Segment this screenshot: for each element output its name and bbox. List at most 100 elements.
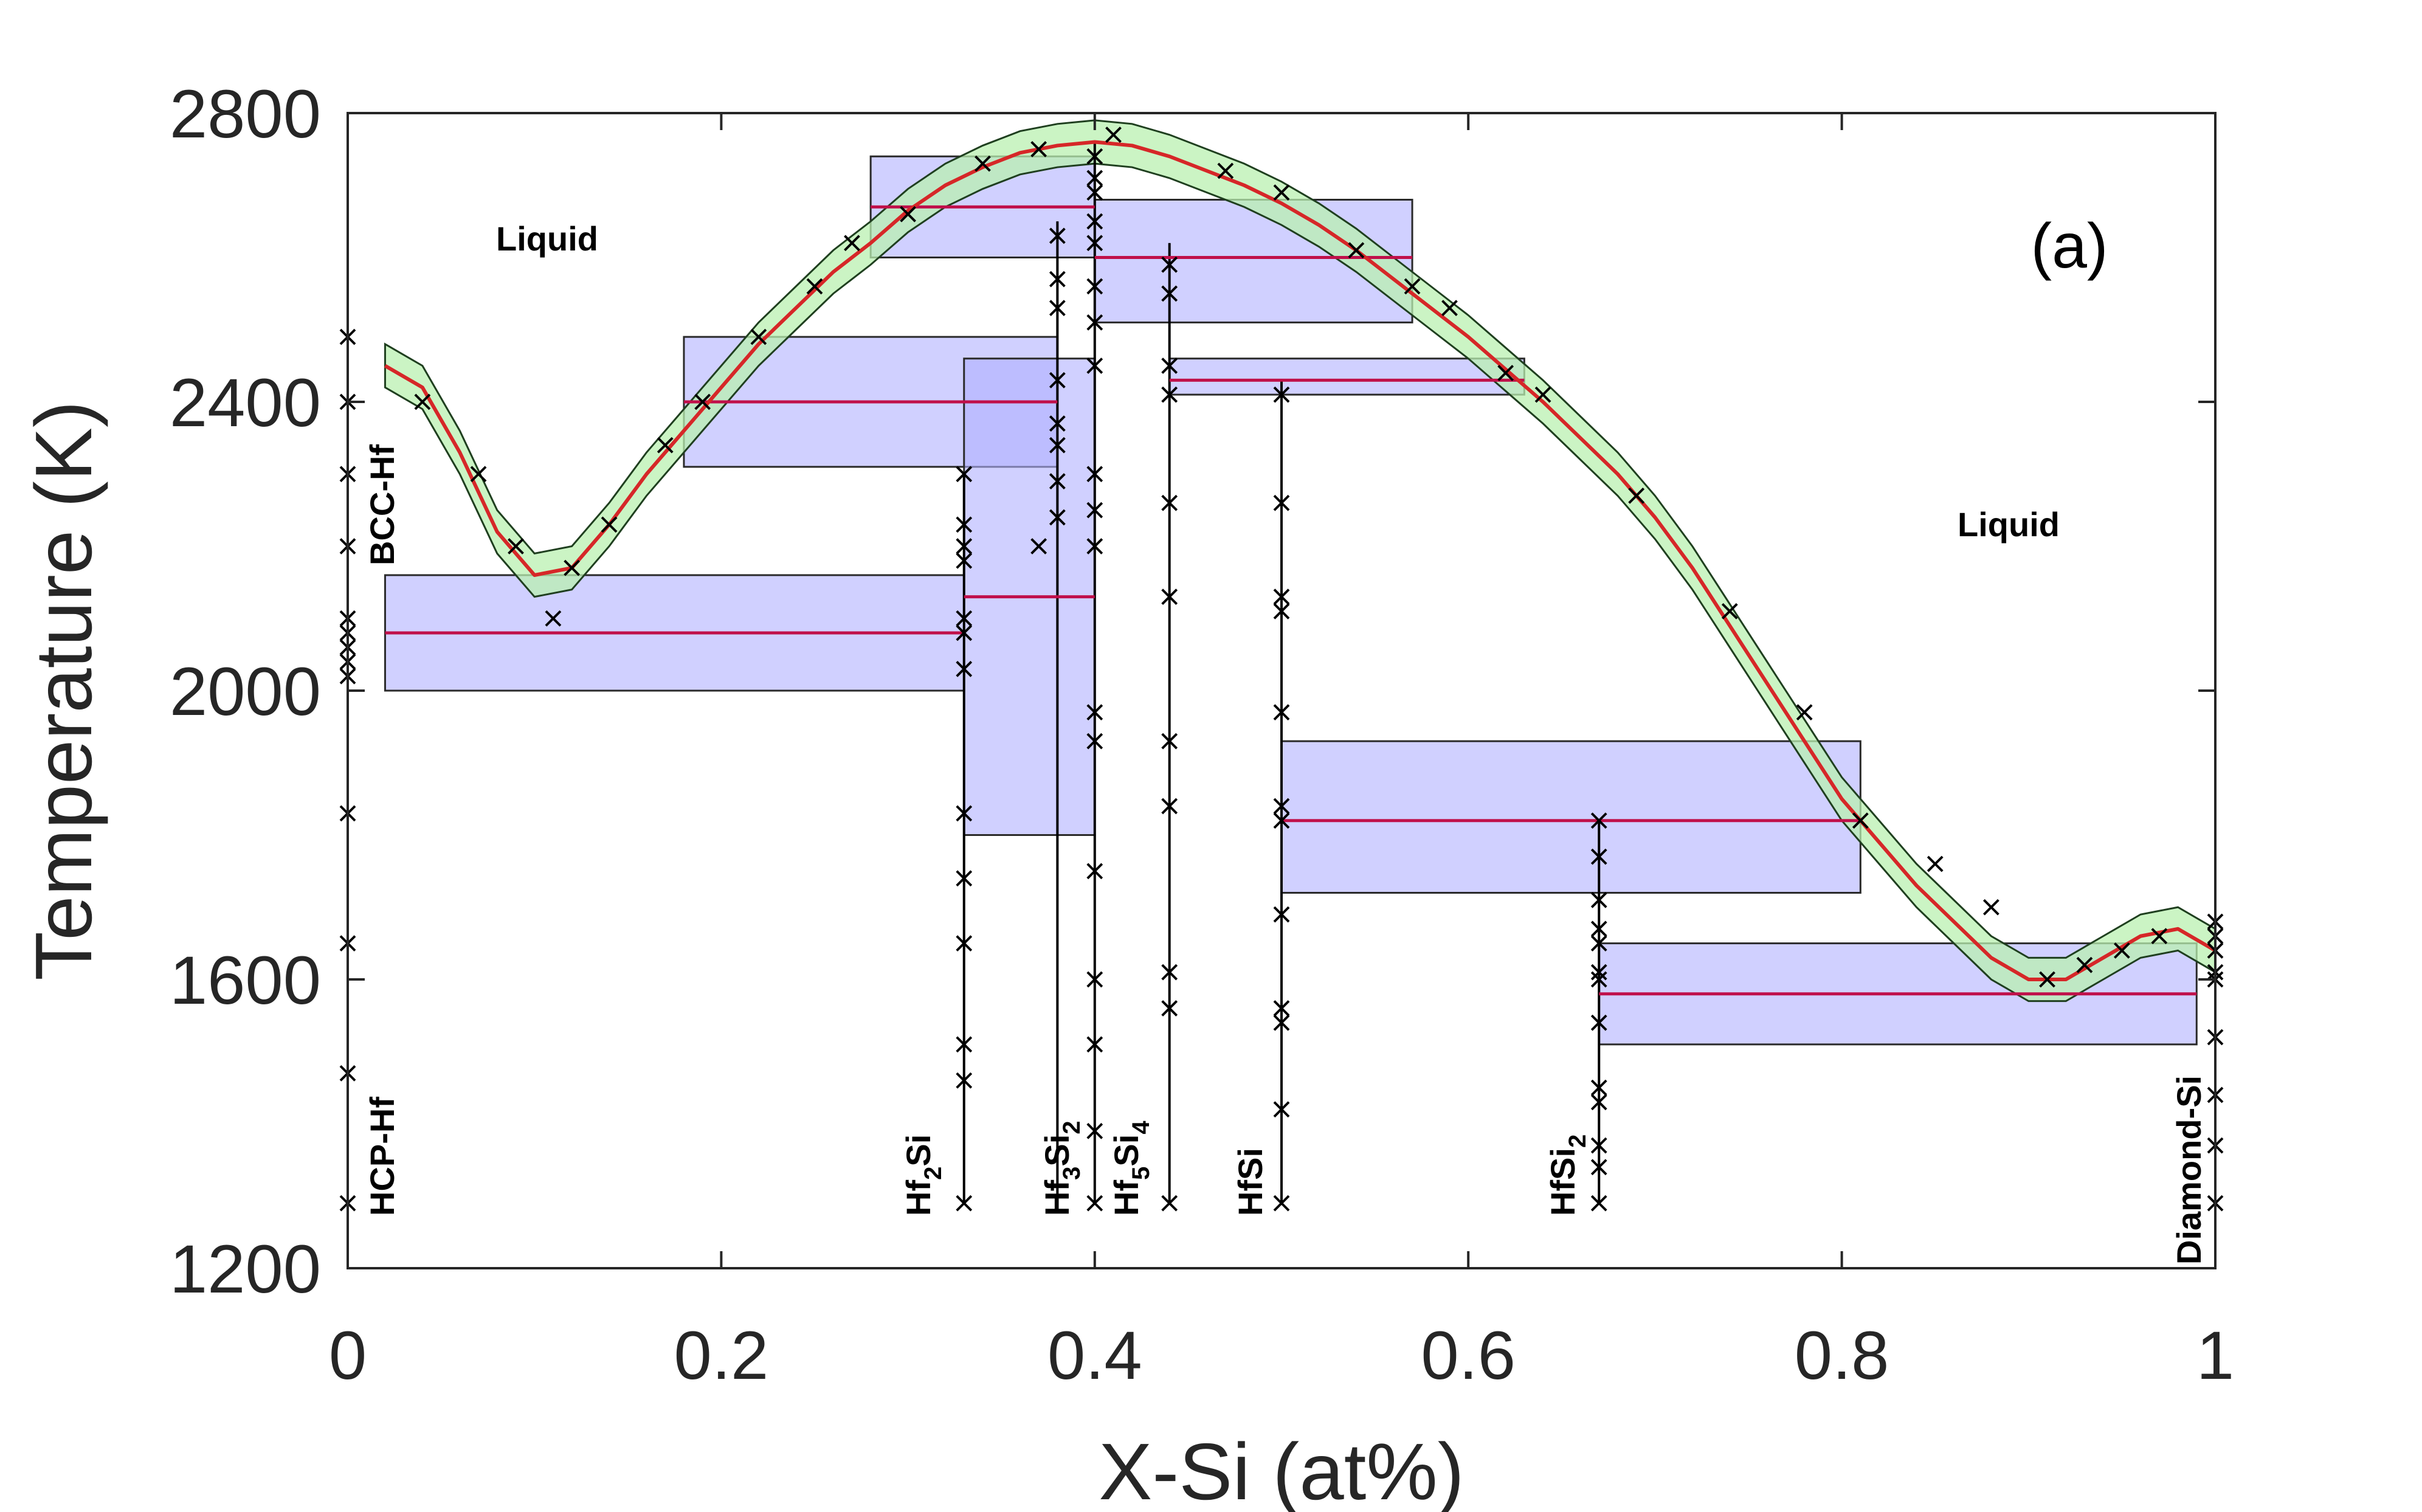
experimental-point <box>1086 184 1103 201</box>
experimental-point <box>1273 798 1290 815</box>
hfsi2-subscript: 2 <box>1564 1134 1591 1148</box>
experimental-point <box>508 538 524 554</box>
experimental-point <box>1161 733 1178 750</box>
experimental-point <box>956 1195 973 1212</box>
experimental-point <box>1161 1000 1178 1017</box>
experimental-point <box>1796 704 1813 721</box>
experimental-point <box>1086 971 1103 988</box>
experimental-point <box>1273 184 1290 201</box>
hf2si-base: Hf <box>899 1180 937 1216</box>
experimental-point <box>1273 589 1290 606</box>
x-tick-label: 0.8 <box>1795 1317 1889 1393</box>
experimental-point <box>1049 300 1066 317</box>
experimental-point <box>1590 812 1607 829</box>
experimental-point <box>956 660 973 677</box>
experimental-point <box>1404 278 1421 295</box>
experimental-point <box>1086 1195 1103 1212</box>
experimental-point <box>1721 602 1738 620</box>
experimental-point <box>1590 1094 1607 1111</box>
experimental-point <box>1105 126 1122 143</box>
experimental-point <box>1590 1137 1607 1154</box>
experimental-point <box>470 466 487 483</box>
experimental-point <box>657 437 674 454</box>
y-tick-label: 2800 <box>170 76 321 152</box>
experimental-point <box>1590 964 1607 981</box>
experimental-point <box>1273 1014 1290 1031</box>
experimental-point <box>1441 300 1458 317</box>
hf2si-label: Hf2Si <box>899 1134 947 1216</box>
experimental-point <box>1927 855 1944 872</box>
experimental-point <box>1273 1000 1290 1017</box>
invariant-band <box>1280 740 1861 894</box>
liquidus-line <box>384 140 2215 981</box>
experimental-point <box>545 610 562 627</box>
experimental-point <box>1273 1101 1290 1118</box>
experimental-point <box>1030 140 1047 157</box>
experimental-point <box>1086 278 1103 295</box>
liquid-label-left: Liquid <box>496 219 598 258</box>
experimental-point <box>1161 964 1178 981</box>
experimental-point <box>1161 589 1178 606</box>
experimental-point <box>1590 920 1607 937</box>
experimental-point <box>806 278 823 295</box>
invariant-band <box>1168 357 1525 396</box>
experimental-point <box>956 552 973 569</box>
experimental-point <box>1273 704 1290 721</box>
experimental-point <box>1086 704 1103 721</box>
experimental-point <box>1590 935 1607 952</box>
experimental-point <box>1348 242 1365 259</box>
experimental-point <box>1086 1122 1103 1139</box>
experimental-point <box>1590 891 1607 908</box>
experimental-point <box>1086 466 1103 483</box>
experimental-point <box>1590 1159 1607 1176</box>
experimental-point <box>1086 502 1103 519</box>
experimental-point <box>564 559 581 576</box>
x-tick-label: 0.6 <box>1421 1317 1516 1393</box>
experimental-point <box>1086 170 1103 187</box>
invariant-lines <box>385 205 2197 996</box>
experimental-point <box>1852 812 1869 829</box>
hcp-hf-label: HCP-Hf <box>363 1097 401 1216</box>
experimental-point <box>956 1072 973 1089</box>
experimental-point <box>956 870 973 887</box>
experimental-point <box>2113 942 2130 959</box>
experimental-point <box>1590 1014 1607 1031</box>
experimental-point <box>1590 848 1607 865</box>
hf3si2-mid: Si <box>1038 1134 1076 1167</box>
experimental-point <box>1049 415 1066 432</box>
experimental-point <box>1161 798 1178 815</box>
experimental-point <box>1590 971 1607 988</box>
hfsi2-base: HfSi <box>1544 1148 1582 1216</box>
experimental-point <box>1161 494 1178 511</box>
experimental-point <box>750 328 767 345</box>
hf5si4-subscript-1: 5 <box>1128 1167 1154 1180</box>
experimental-point <box>1534 386 1551 403</box>
experimental-point <box>956 935 973 952</box>
hf3si2-label: Hf3Si2 <box>1038 1120 1085 1216</box>
experimental-point <box>956 538 973 554</box>
experimental-point <box>1161 1195 1178 1212</box>
experimental-point <box>1161 256 1178 273</box>
hf3si2-base: Hf <box>1038 1180 1076 1216</box>
hf2si-subscript: 2 <box>920 1167 947 1180</box>
experimental-point <box>694 393 711 410</box>
hf5si4-mid: Si <box>1107 1134 1145 1167</box>
experimental-point <box>601 516 618 533</box>
experimental-point <box>956 1036 973 1053</box>
experimental-point <box>1086 235 1103 252</box>
hfsi-label: HfSi <box>1231 1148 1269 1216</box>
hf2si-tail: Si <box>899 1134 937 1167</box>
experimental-point <box>1161 357 1178 375</box>
experimental-point <box>1217 162 1234 179</box>
experimental-point <box>1086 538 1103 554</box>
experimental-point <box>1086 314 1103 331</box>
experimental-point <box>1086 1036 1103 1053</box>
experimental-point <box>1049 509 1066 526</box>
experimental-point <box>844 235 860 252</box>
hf3si2-subscript-2: 2 <box>1058 1120 1085 1134</box>
experimental-point <box>956 466 973 483</box>
panel-label: (a) <box>2030 211 2108 281</box>
experimental-point <box>1273 602 1290 620</box>
experimental-point <box>1590 1079 1607 1096</box>
